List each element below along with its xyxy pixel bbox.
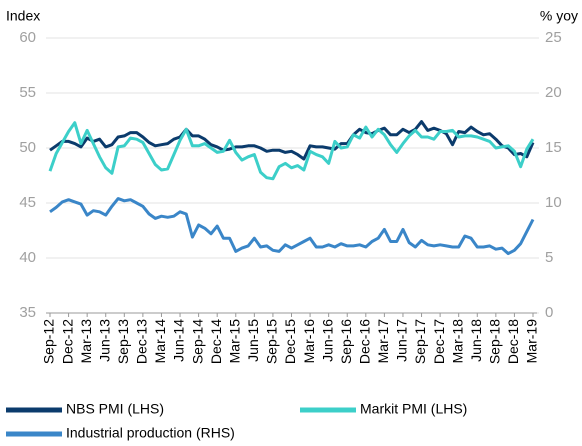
- x-tick-label: Mar-19: [524, 319, 540, 364]
- x-tick-label: Dec-18: [505, 319, 521, 364]
- y2-axis-label: % yoy: [540, 8, 578, 24]
- x-tick-label: Mar-16: [301, 319, 317, 364]
- y-tick-label: 60: [19, 29, 36, 46]
- y-tick-label: 35: [19, 304, 36, 321]
- y-tick-label: 55: [19, 84, 36, 101]
- x-tick-label: Sep-18: [487, 319, 503, 364]
- x-tick-label: Sep-15: [264, 319, 280, 364]
- x-tick-label: Dec-14: [208, 319, 224, 364]
- x-tick-label: Sep-17: [412, 319, 428, 364]
- x-tick-label: Mar-15: [226, 319, 242, 364]
- x-tick-label: Dec-16: [357, 319, 373, 364]
- x-tick-label: Jun-18: [468, 319, 484, 362]
- y-tick-label: 45: [19, 194, 36, 211]
- x-tick-label: Sep-12: [41, 319, 57, 364]
- x-tick-label: Jun-17: [394, 319, 410, 362]
- x-tick-label: Dec-13: [134, 319, 150, 364]
- x-tick-label: Dec-12: [59, 319, 75, 364]
- x-tick-label: Jun-14: [171, 319, 187, 362]
- y-axis-label: Index: [6, 8, 40, 24]
- x-tick-label: Dec-15: [282, 319, 298, 364]
- x-tick-label: Jun-13: [96, 319, 112, 362]
- y2-tick-label: 20: [545, 84, 562, 101]
- series-line: [49, 120, 535, 161]
- x-tick-label: Dec-17: [431, 319, 447, 364]
- y2-tick-label: 5: [545, 249, 553, 266]
- x-tick-label: Mar-17: [375, 319, 391, 364]
- y2-tick-label: 15: [545, 139, 562, 156]
- legend-label: Markit PMI (LHS): [360, 401, 467, 417]
- y-tick-label: 40: [19, 249, 36, 266]
- x-tick-label: Sep-13: [115, 319, 131, 364]
- x-tick-label: Mar-14: [152, 319, 168, 364]
- x-tick-label: Mar-13: [78, 319, 94, 364]
- y2-tick-label: 0: [545, 304, 553, 321]
- x-tick-label: Jun-15: [245, 319, 261, 362]
- legend-label: Industrial production (RHS): [66, 425, 235, 441]
- x-tick-label: Jun-16: [319, 319, 335, 362]
- series-line: [48, 121, 535, 181]
- legend-label: NBS PMI (LHS): [66, 401, 164, 417]
- x-tick-label: Mar-18: [449, 319, 465, 364]
- y2-tick-label: 10: [545, 194, 562, 211]
- y2-tick-label: 25: [545, 29, 562, 46]
- series-line: [49, 197, 535, 256]
- x-tick-label: Sep-14: [189, 319, 205, 364]
- x-tick-label: Sep-16: [338, 319, 354, 364]
- y-tick-label: 50: [19, 139, 36, 156]
